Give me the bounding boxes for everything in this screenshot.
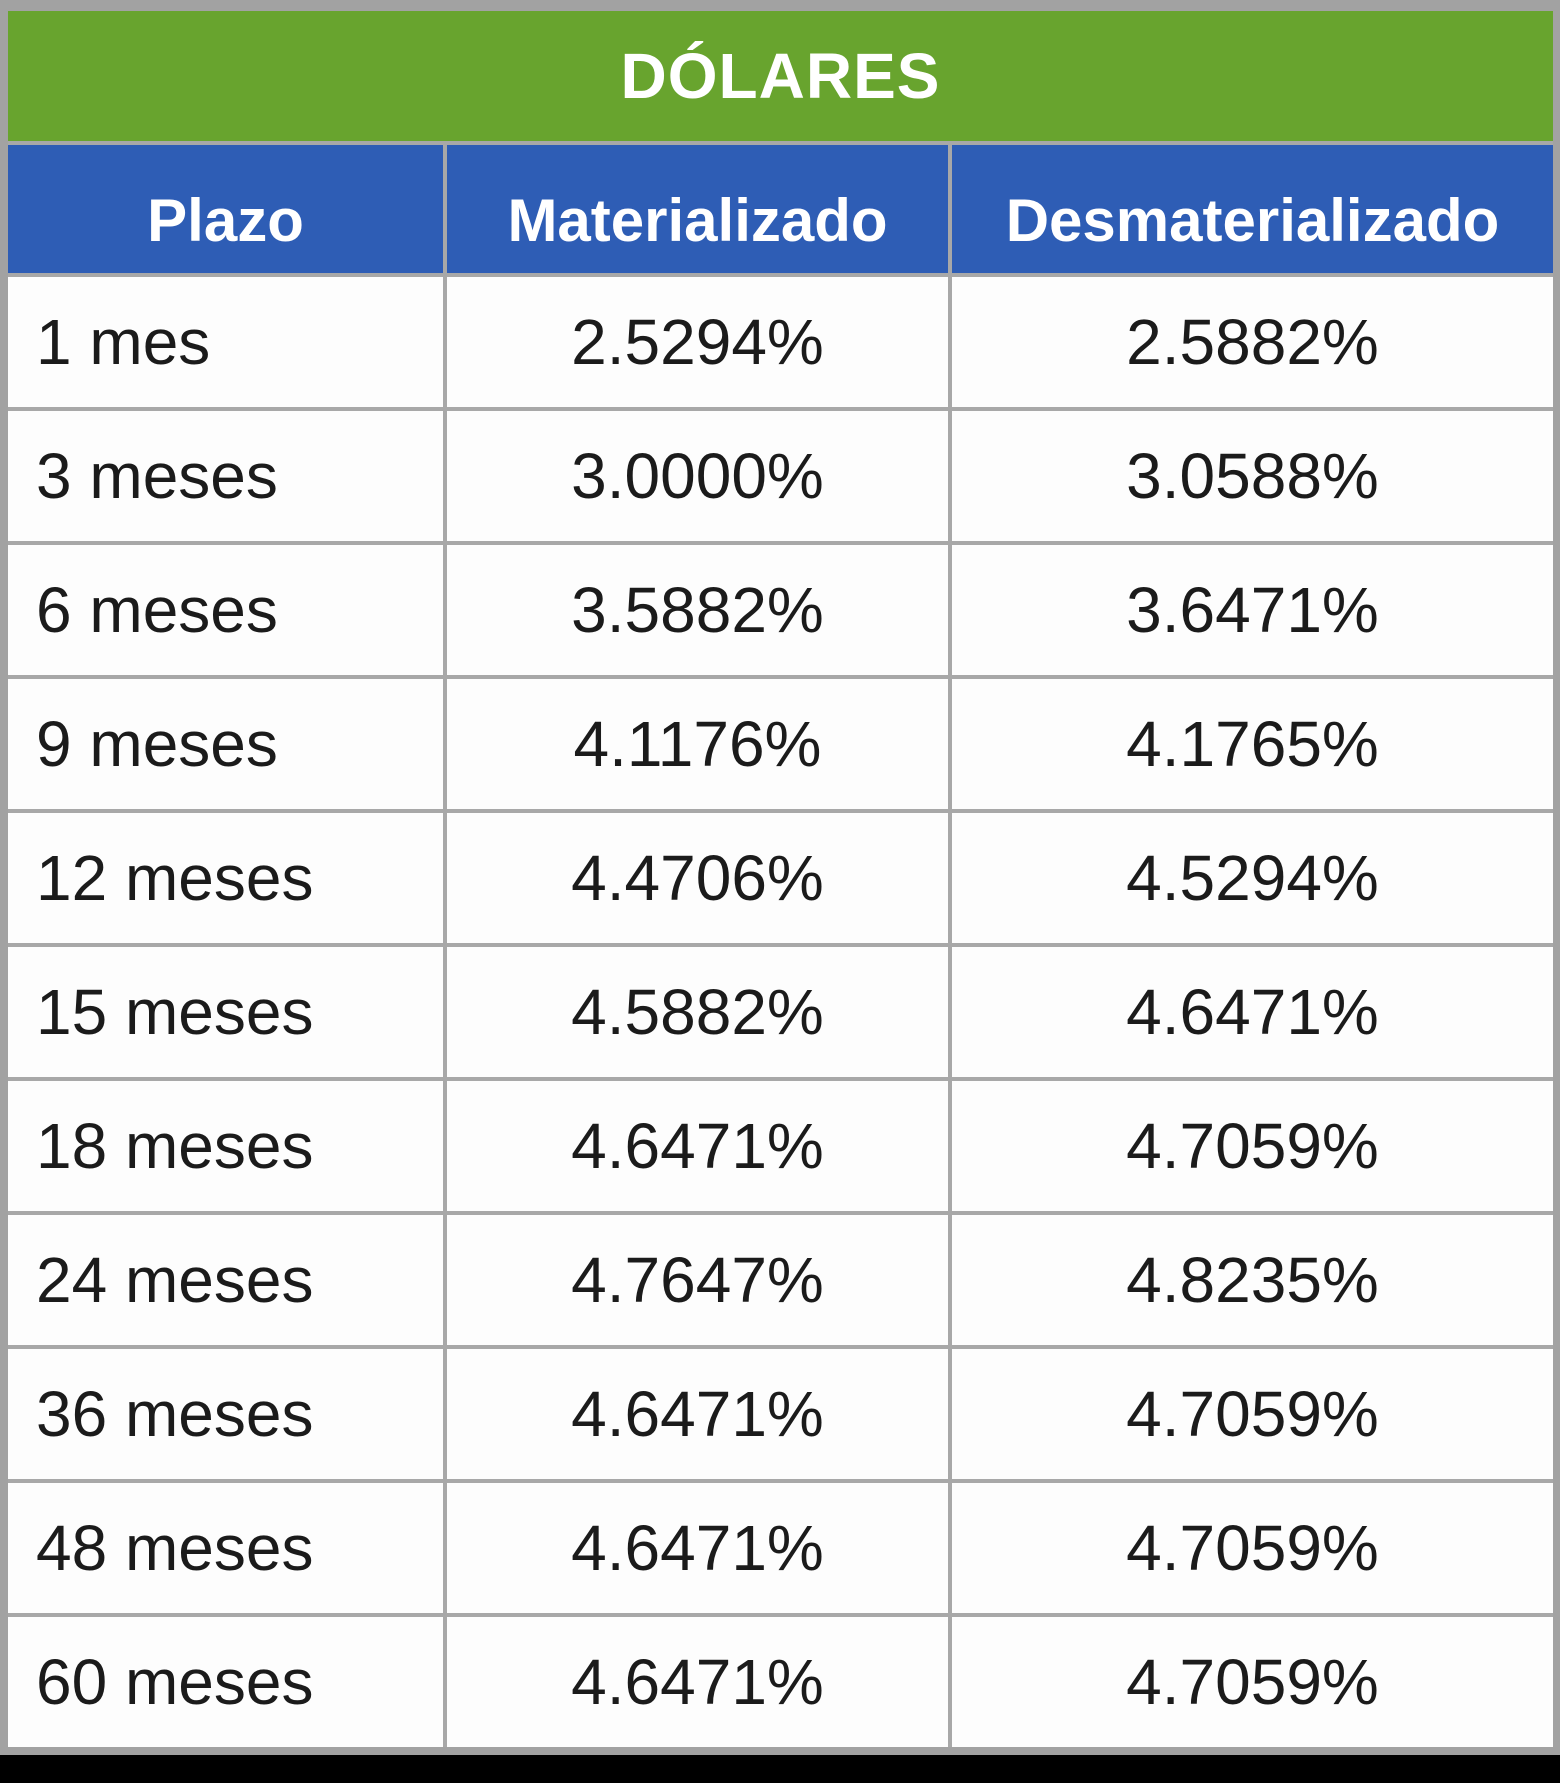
table-row: 9 meses 4.1176% 4.1765% <box>8 679 1553 809</box>
materializado-cell: 4.4706% <box>447 813 948 943</box>
materializado-cell: 4.5882% <box>447 947 948 1077</box>
materializado-cell: 4.1176% <box>447 679 948 809</box>
plazo-cell: 1 mes <box>8 277 443 407</box>
table-title: DÓLARES <box>8 11 1553 141</box>
table-row: 60 meses 4.6471% 4.7059% <box>8 1617 1553 1747</box>
table-row: 24 meses 4.7647% 4.8235% <box>8 1215 1553 1345</box>
plazo-cell: 60 meses <box>8 1617 443 1747</box>
table-row: 12 meses 4.4706% 4.5294% <box>8 813 1553 943</box>
desmaterializado-cell: 3.6471% <box>952 545 1553 675</box>
desmaterializado-cell: 4.7059% <box>952 1349 1553 1479</box>
plazo-cell: 3 meses <box>8 411 443 541</box>
materializado-cell: 4.6471% <box>447 1349 948 1479</box>
desmaterializado-cell: 3.0588% <box>952 411 1553 541</box>
column-header-plazo: Plazo <box>8 145 443 273</box>
column-header-materializado: Materializado <box>447 145 948 273</box>
desmaterializado-cell: 4.7059% <box>952 1081 1553 1211</box>
desmaterializado-cell: 4.7059% <box>952 1483 1553 1613</box>
desmaterializado-cell: 4.6471% <box>952 947 1553 1077</box>
table-row: 18 meses 4.6471% 4.7059% <box>8 1081 1553 1211</box>
desmaterializado-cell: 2.5882% <box>952 277 1553 407</box>
table-row: 48 meses 4.6471% 4.7059% <box>8 1483 1553 1613</box>
plazo-cell: 9 meses <box>8 679 443 809</box>
table-row: 3 meses 3.0000% 3.0588% <box>8 411 1553 541</box>
table-row: 6 meses 3.5882% 3.6471% <box>8 545 1553 675</box>
column-header-desmaterializado: Desmaterializado <box>952 145 1553 273</box>
dolares-rates-table: DÓLARES Plazo Materializado Desmateriali… <box>8 11 1553 1747</box>
table-header-row: Plazo Materializado Desmaterializado <box>8 145 1553 273</box>
materializado-cell: 4.6471% <box>447 1081 948 1211</box>
materializado-cell: 4.7647% <box>447 1215 948 1345</box>
materializado-cell: 4.6471% <box>447 1617 948 1747</box>
table-row: 1 mes 2.5294% 2.5882% <box>8 277 1553 407</box>
table-row: 15 meses 4.5882% 4.6471% <box>8 947 1553 1077</box>
table-body: 1 mes 2.5294% 2.5882% 3 meses 3.0000% 3.… <box>8 277 1553 1747</box>
materializado-cell: 4.6471% <box>447 1483 948 1613</box>
materializado-cell: 3.0000% <box>447 411 948 541</box>
plazo-cell: 24 meses <box>8 1215 443 1345</box>
plazo-cell: 36 meses <box>8 1349 443 1479</box>
desmaterializado-cell: 4.5294% <box>952 813 1553 943</box>
plazo-cell: 18 meses <box>8 1081 443 1211</box>
desmaterializado-cell: 4.7059% <box>952 1617 1553 1747</box>
plazo-cell: 6 meses <box>8 545 443 675</box>
materializado-cell: 2.5294% <box>447 277 948 407</box>
plazo-cell: 15 meses <box>8 947 443 1077</box>
table-row: 36 meses 4.6471% 4.7059% <box>8 1349 1553 1479</box>
bottom-black-bar <box>0 1755 1560 1783</box>
desmaterializado-cell: 4.8235% <box>952 1215 1553 1345</box>
plazo-cell: 48 meses <box>8 1483 443 1613</box>
desmaterializado-cell: 4.1765% <box>952 679 1553 809</box>
materializado-cell: 3.5882% <box>447 545 948 675</box>
plazo-cell: 12 meses <box>8 813 443 943</box>
